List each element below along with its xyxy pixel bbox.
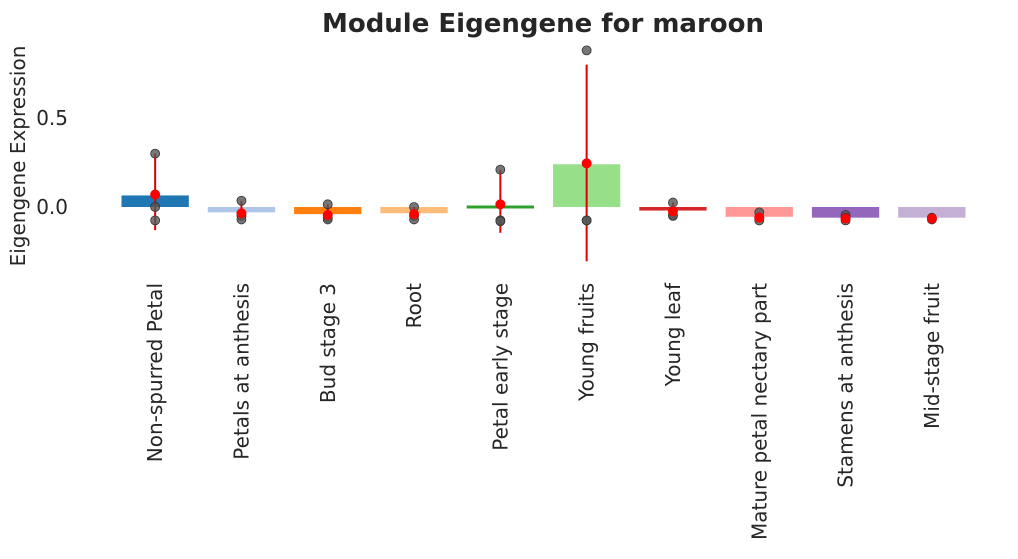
mean-points: [150, 158, 937, 224]
data-point: [150, 202, 161, 212]
mean-point: [150, 189, 161, 200]
data-point: [668, 197, 678, 208]
x-tick-label: Bud stage 3: [316, 283, 340, 403]
x-tick-label: Young fruits: [575, 283, 599, 402]
bar: [898, 207, 966, 218]
x-tick-label: Non-spurred Petal: [143, 283, 167, 462]
mean-point: [667, 206, 678, 217]
x-tick-label: Mid-stage fruit: [920, 283, 944, 429]
error-bars: [154, 64, 933, 262]
data-point: [322, 199, 333, 210]
mean-point: [754, 212, 765, 223]
x-tick-label: Stamens at anthesis: [834, 283, 858, 488]
mean-point: [495, 199, 506, 210]
data-point: [236, 195, 247, 206]
data-point: [581, 215, 592, 226]
mean-point: [581, 158, 592, 169]
mean-point: [236, 208, 247, 219]
data-point: [150, 215, 161, 226]
data-point: [495, 216, 506, 227]
y-axis-label: Eigengene Expression: [6, 46, 30, 267]
chart-title: Module Eigengene for maroon: [322, 9, 764, 39]
data-point: [495, 164, 506, 175]
y-ticks: 0.0 0.5: [36, 106, 68, 219]
data-point: [150, 148, 161, 159]
data-points: [150, 45, 937, 227]
mean-point: [926, 213, 937, 224]
x-tick-label: Mature petal nectary part: [747, 283, 771, 540]
data-point: [581, 45, 592, 56]
mean-point: [322, 210, 333, 221]
x-ticks: Non-spurred Petal Petals at anthesis Bud s…: [143, 282, 944, 540]
mean-point: [409, 209, 420, 220]
x-tick-label: Young leaf: [661, 282, 685, 387]
x-tick-label: Petals at anthesis: [229, 283, 253, 460]
x-tick-label: Petal early stage: [488, 283, 512, 451]
mean-point: [840, 213, 851, 224]
bars: [121, 164, 966, 218]
y-tick-label: 0.5: [36, 106, 68, 130]
x-tick-label: Root: [402, 283, 426, 328]
y-tick-label: 0.0: [36, 195, 68, 219]
